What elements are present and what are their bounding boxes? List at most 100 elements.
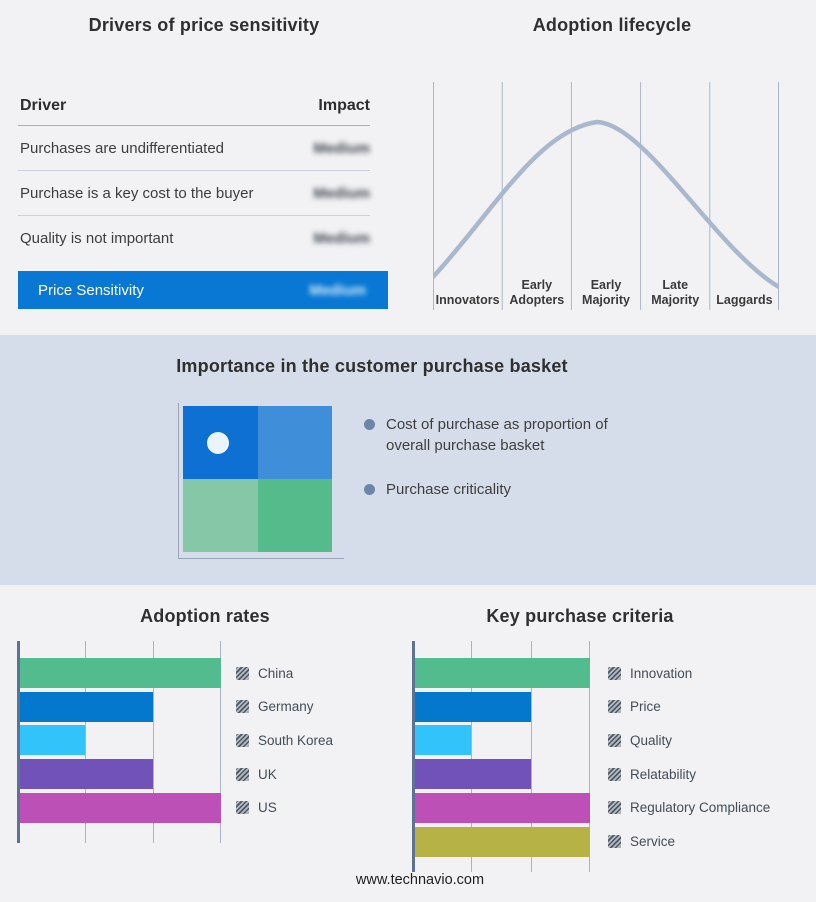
bar-uk bbox=[20, 759, 153, 790]
quadrant-matrix bbox=[183, 406, 332, 552]
basket-y-axis-line bbox=[178, 403, 179, 559]
hatch-swatch-icon bbox=[236, 700, 249, 714]
legend-item: Relatability bbox=[608, 759, 770, 789]
lifecycle-stage-label: Early Majority bbox=[582, 278, 630, 307]
chart-gridline bbox=[471, 641, 473, 872]
driver-row: Purchases are undifferentiated Medium bbox=[18, 126, 370, 171]
impact-value: Medium bbox=[313, 184, 370, 202]
adoption-rates-axis bbox=[17, 641, 20, 843]
legend-item: Price bbox=[608, 692, 770, 722]
legend-label: UK bbox=[258, 766, 277, 782]
purchase-basket-band bbox=[0, 335, 816, 585]
price-sensitivity-impact-value: Medium bbox=[309, 281, 366, 299]
chart-gridline bbox=[153, 641, 154, 843]
quadrant-bottom-right bbox=[257, 479, 332, 552]
marker-dot-icon bbox=[207, 432, 229, 454]
lifecycle-curve-layer bbox=[433, 119, 779, 290]
driver-cell: Quality is not important bbox=[20, 229, 174, 247]
hatch-swatch-icon bbox=[236, 767, 249, 781]
lifecycle-stage-label: Late Majority bbox=[651, 278, 700, 307]
lifecycle-gridlines bbox=[433, 82, 779, 310]
hatch-swatch-icon bbox=[608, 834, 621, 848]
drivers-table-rows: Purchases are undifferentiated Medium Purc… bbox=[18, 126, 370, 260]
legend-label: Quality bbox=[630, 732, 673, 748]
driver-row: Quality is not important Medium bbox=[18, 216, 370, 260]
bar-quality bbox=[415, 725, 472, 756]
impact-value: Medium bbox=[313, 139, 370, 157]
chart-gridline bbox=[530, 641, 532, 872]
drivers-table: Driver Impact Purchases are undifferenti… bbox=[18, 95, 370, 260]
hatch-swatch-icon bbox=[236, 801, 249, 815]
bar-service bbox=[415, 826, 590, 857]
chart-gridline bbox=[220, 641, 221, 843]
bullet-item: Purchase criticality bbox=[364, 479, 636, 500]
legend-item: Quality bbox=[608, 725, 770, 755]
lifecycle-stage-label: Innovators bbox=[435, 293, 500, 307]
legend-label: Service bbox=[630, 833, 676, 849]
legend-label: China bbox=[258, 665, 294, 681]
driver-cell: Purchases are undifferentiated bbox=[20, 139, 225, 157]
footer-url: www.technavio.com bbox=[355, 872, 485, 888]
bullet-item: Cost of purchase as proportion of overal… bbox=[364, 414, 636, 456]
legend-label: US bbox=[258, 800, 277, 816]
hatch-swatch-icon bbox=[608, 733, 621, 747]
driver-row: Purchase is a key cost to the buyer Mediu… bbox=[18, 171, 370, 216]
adoption-rates-plot bbox=[17, 641, 221, 843]
legend-label: Regulatory Compliance bbox=[630, 800, 771, 816]
quadrant-top-right bbox=[257, 406, 332, 479]
drivers-table-header: Driver Impact bbox=[18, 95, 370, 126]
legend-item: Germany bbox=[236, 692, 333, 722]
bullet-text: Purchase criticality bbox=[386, 481, 512, 498]
adoption-curve bbox=[433, 119, 779, 290]
legend-label: Relatability bbox=[630, 766, 697, 782]
legend-item: US bbox=[236, 793, 333, 823]
legend-item: Service bbox=[608, 826, 770, 856]
legend-label: South Korea bbox=[258, 732, 334, 748]
hatch-swatch-icon bbox=[608, 767, 621, 781]
hatch-swatch-icon bbox=[236, 666, 249, 680]
lifecycle-stage-label: Early Adopters bbox=[509, 278, 565, 307]
bar-innovation bbox=[415, 658, 590, 688]
key-purchase-criteria-title: Key purchase criteria bbox=[486, 606, 674, 626]
key-purchase-criteria-legend: Innovation Price Quality Relatability Regula… bbox=[608, 658, 770, 860]
quadrant-bottom-left bbox=[183, 479, 258, 552]
legend-label: Germany bbox=[258, 699, 314, 715]
bar-china bbox=[20, 658, 221, 688]
basket-x-axis-line bbox=[178, 558, 344, 559]
legend-item: Regulatory Compliance bbox=[608, 793, 770, 823]
driver-column-header: Driver bbox=[20, 97, 67, 114]
bar-us bbox=[20, 792, 221, 823]
legend-item: Innovation bbox=[608, 658, 770, 688]
hatch-swatch-icon bbox=[608, 700, 621, 714]
price-sensitivity-row: Price Sensitivity Medium bbox=[18, 271, 388, 309]
impact-value: Medium bbox=[313, 229, 370, 247]
basket-title: Importance in the customer purchase bask… bbox=[176, 356, 568, 376]
key-purchase-criteria-axis bbox=[412, 641, 415, 872]
lifecycle-labels: Innovators Early Adopters Early Majority La… bbox=[433, 82, 779, 310]
legend-label: Innovation bbox=[630, 665, 693, 681]
bullet-text: Cost of purchase as proportion of overal… bbox=[386, 416, 608, 454]
hatch-swatch-icon bbox=[608, 801, 621, 815]
basket-bullets: Cost of purchase as proportion of overal… bbox=[364, 414, 636, 523]
bullet-dot-icon bbox=[364, 419, 375, 430]
adoption-rates-legend: China Germany South Korea UK US bbox=[236, 658, 333, 826]
lifecycle-title: Adoption lifecycle bbox=[532, 15, 692, 35]
bar-regulatory-compliance bbox=[415, 792, 590, 823]
bullet-dot-icon bbox=[364, 484, 375, 495]
driver-cell: Purchase is a key cost to the buyer bbox=[20, 184, 254, 202]
bar-price bbox=[415, 691, 531, 722]
legend-item: China bbox=[236, 658, 333, 688]
chart-gridline bbox=[85, 641, 86, 843]
bar-south-korea bbox=[20, 725, 85, 756]
lifecycle-chart: Innovators Early Adopters Early Majority La… bbox=[433, 82, 779, 310]
impact-column-header: Impact bbox=[318, 97, 370, 114]
price-sensitivity-label: Price Sensitivity bbox=[38, 281, 144, 299]
hatch-swatch-icon bbox=[236, 733, 249, 747]
lifecycle-stage-label: Laggards bbox=[716, 293, 773, 307]
chart-gridline bbox=[589, 641, 590, 872]
key-purchase-criteria-plot bbox=[412, 641, 590, 872]
legend-item: South Korea bbox=[236, 725, 333, 755]
adoption-rates-title: Adoption rates bbox=[140, 606, 270, 626]
hatch-swatch-icon bbox=[608, 666, 621, 680]
